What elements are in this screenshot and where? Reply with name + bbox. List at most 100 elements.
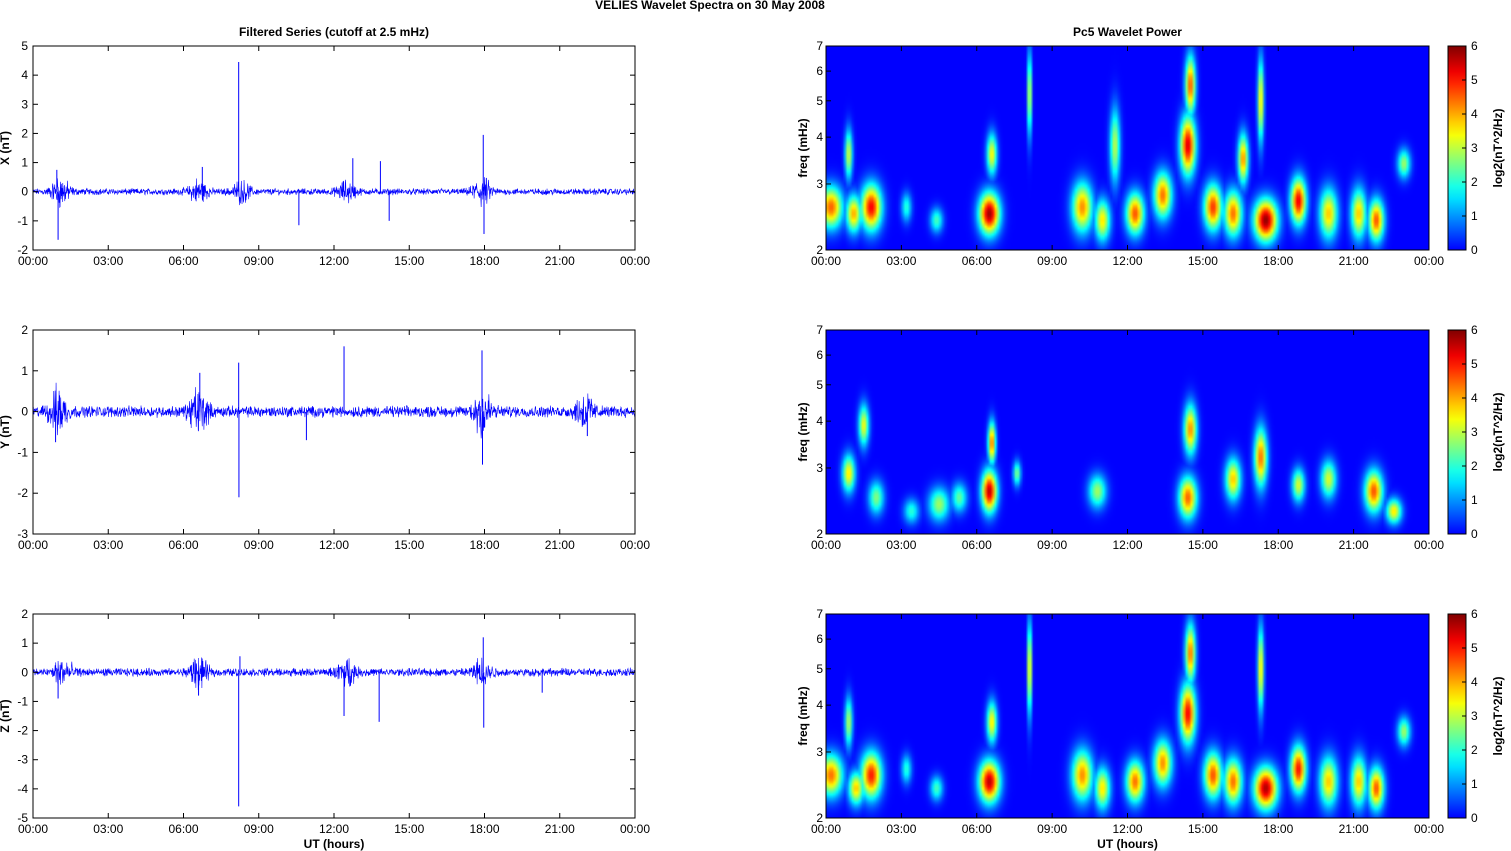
x-tick-label: 09:00 <box>1037 822 1067 836</box>
panel-title: Filtered Series (cutoff at 2.5 mHz) <box>239 25 429 39</box>
y-tick-label: 3 <box>816 177 823 191</box>
series-line <box>32 657 636 691</box>
wavelet-power-image <box>826 614 1429 818</box>
y-tick-label: 6 <box>816 348 823 362</box>
x-tick-label: 18:00 <box>1263 254 1293 268</box>
y-tick-label: 2 <box>816 811 823 825</box>
x-tick-label: 09:00 <box>244 254 274 268</box>
y-tick-label: 1 <box>21 636 28 650</box>
y-tick-label: 2 <box>816 527 823 541</box>
colorbar-tick-label: 3 <box>1471 709 1478 723</box>
y-tick-label: 2 <box>21 126 28 140</box>
wavelet-power-image <box>826 330 1429 534</box>
x-tick-label: 12:00 <box>1112 822 1142 836</box>
panel-2: Y (nT) -3 -2 -1 0 1 2 00:00 03:00 06:00 09:00 12:00… <box>0 323 650 552</box>
x-tick-label: 00:00 <box>1414 254 1444 268</box>
y-tick-label: 4 <box>816 698 823 712</box>
y-tick-label: 0 <box>21 665 28 679</box>
y-tick-label: -5 <box>17 811 28 825</box>
x-tick-label: 12:00 <box>319 822 349 836</box>
y-tick-label: -2 <box>17 243 28 257</box>
x-tick-label: 06:00 <box>168 822 198 836</box>
x-tick-label: 06:00 <box>962 822 992 836</box>
x-axis-label: UT (hours) <box>304 837 365 851</box>
colorbar-tick-label: 5 <box>1471 641 1478 655</box>
x-tick-label: 15:00 <box>394 822 424 836</box>
series-line <box>32 177 636 209</box>
colorbar-tick-label: 2 <box>1471 175 1478 189</box>
x-tick-label: 00:00 <box>620 822 650 836</box>
y-axis-label: freq (mHz) <box>796 118 810 177</box>
y-tick-label: 2 <box>21 323 28 337</box>
colorbar-tick-label: 2 <box>1471 459 1478 473</box>
colorbar-tick-label: 0 <box>1471 243 1478 257</box>
x-tick-label: 09:00 <box>1037 254 1067 268</box>
x-tick-label: 03:00 <box>93 538 123 552</box>
colorbar-tick-label: 2 <box>1471 743 1478 757</box>
x-tick-label: 12:00 <box>319 538 349 552</box>
y-tick-label: -2 <box>17 724 28 738</box>
x-tick-label: 00:00 <box>1414 538 1444 552</box>
panel-6: freq (mHz) UT (hours) 2 3 4 5 6 7 0 1 2 3 4 5 6 log2(nT… <box>796 607 1505 851</box>
x-axis-label: UT (hours) <box>1097 837 1158 851</box>
colorbar-tick-label: 6 <box>1471 607 1478 621</box>
x-tick-label: 00:00 <box>811 254 841 268</box>
x-tick-label: 03:00 <box>886 254 916 268</box>
x-tick-label: 09:00 <box>244 822 274 836</box>
y-tick-label: 5 <box>816 94 823 108</box>
colorbar-tick-label: 1 <box>1471 209 1478 223</box>
colorbar-tick-label: 4 <box>1471 391 1478 405</box>
figure-suptitle: VELIES Wavelet Spectra on 30 May 2008 <box>595 0 825 12</box>
x-tick-label: 03:00 <box>886 538 916 552</box>
colorbar-tick-label: 0 <box>1471 527 1478 541</box>
x-tick-label: 00:00 <box>18 254 48 268</box>
y-tick-label: 3 <box>816 745 823 759</box>
plot-area <box>33 330 635 534</box>
x-tick-label: 06:00 <box>962 538 992 552</box>
y-tick-label: 6 <box>816 64 823 78</box>
plot-area <box>33 46 635 250</box>
colorbar-tick-label: 5 <box>1471 73 1478 87</box>
x-tick-label: 15:00 <box>1188 538 1218 552</box>
panel-title: Pc5 Wavelet Power <box>1073 25 1182 39</box>
colorbar-tick-label: 4 <box>1471 107 1478 121</box>
colorbar-tick-label: 1 <box>1471 777 1478 791</box>
x-tick-label: 18:00 <box>469 822 499 836</box>
y-tick-label: 4 <box>816 414 823 428</box>
panels: Filtered Series (cutoff at 2.5 mHz) X (nT… <box>0 25 1505 851</box>
x-tick-label: 03:00 <box>93 254 123 268</box>
x-tick-label: 21:00 <box>545 254 575 268</box>
colorbar-tick-label: 1 <box>1471 493 1478 507</box>
panel-5: freq (mHz) 2 3 4 5 6 7 0 1 2 3 4 5 6 log2(nT^2/Hz) 00:0… <box>796 323 1505 552</box>
y-tick-label: -4 <box>17 782 28 796</box>
x-tick-label: 15:00 <box>1188 822 1218 836</box>
panel-4: Pc5 Wavelet Power freq (mHz) 2 3 4 5 6 7 0 1 2 3 4 5 6… <box>796 25 1505 268</box>
x-tick-label: 00:00 <box>620 254 650 268</box>
series-line <box>32 382 636 439</box>
y-tick-label: -1 <box>17 445 28 459</box>
x-tick-label: 21:00 <box>1339 538 1369 552</box>
x-tick-label: 12:00 <box>1112 538 1142 552</box>
wavelet-power-image <box>826 46 1429 250</box>
colorbar-label: log2(nT^2/Hz) <box>1491 108 1505 187</box>
y-tick-label: 2 <box>21 607 28 621</box>
colorbar-label: log2(nT^2/Hz) <box>1491 392 1505 471</box>
x-tick-label: 15:00 <box>394 254 424 268</box>
x-tick-label: 18:00 <box>1263 822 1293 836</box>
x-tick-label: 00:00 <box>1414 822 1444 836</box>
y-tick-label: -1 <box>17 694 28 708</box>
plot-area <box>33 614 635 818</box>
y-tick-label: 5 <box>21 39 28 53</box>
y-axis-label: freq (mHz) <box>796 686 810 745</box>
x-tick-label: 03:00 <box>886 822 916 836</box>
x-tick-label: 21:00 <box>1339 254 1369 268</box>
x-tick-label: 18:00 <box>1263 538 1293 552</box>
x-tick-label: 15:00 <box>394 538 424 552</box>
y-axis-label: X (nT) <box>0 131 12 165</box>
y-tick-label: 5 <box>816 662 823 676</box>
y-tick-label: 7 <box>816 607 823 621</box>
y-tick-label: -2 <box>17 486 28 500</box>
x-tick-label: 03:00 <box>93 822 123 836</box>
y-tick-label: 1 <box>21 156 28 170</box>
x-tick-label: 09:00 <box>1037 538 1067 552</box>
